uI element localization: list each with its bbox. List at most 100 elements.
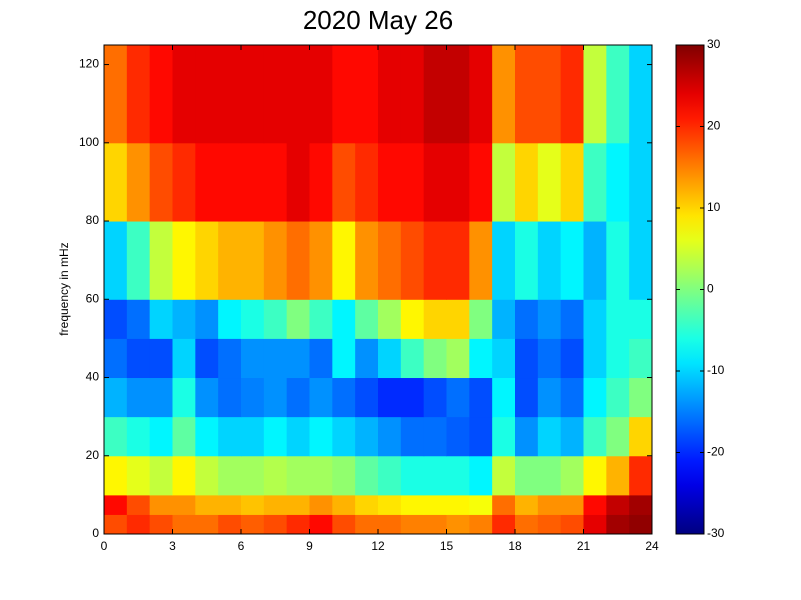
heatmap-cell bbox=[446, 338, 470, 379]
heatmap-cells bbox=[104, 45, 653, 535]
heatmap-cell bbox=[629, 338, 653, 379]
heatmap-cell bbox=[606, 416, 630, 457]
heatmap-cell bbox=[241, 514, 265, 535]
heatmap-cell bbox=[560, 299, 584, 339]
y-tick-label: 60 bbox=[86, 291, 100, 305]
heatmap-cell bbox=[104, 142, 128, 222]
heatmap-cell bbox=[378, 45, 402, 144]
heatmap-cell bbox=[378, 221, 402, 300]
heatmap-cell bbox=[583, 416, 607, 457]
heatmap-cell bbox=[515, 221, 539, 300]
heatmap-cell bbox=[355, 338, 379, 379]
heatmap-cell bbox=[149, 377, 173, 418]
heatmap-cell bbox=[446, 299, 470, 339]
y-axis-label: frequency in mHz bbox=[57, 242, 71, 335]
heatmap-cell bbox=[492, 377, 516, 418]
heatmap-cell bbox=[286, 221, 310, 300]
heatmap-cell bbox=[537, 299, 562, 339]
heatmap-cell bbox=[309, 45, 333, 144]
heatmap-cell bbox=[400, 221, 425, 300]
heatmap-cell bbox=[218, 299, 242, 339]
heatmap-cell bbox=[126, 299, 151, 339]
heatmap-cell bbox=[172, 494, 196, 515]
heatmap-cell bbox=[309, 416, 333, 457]
heatmap-cell bbox=[104, 377, 128, 418]
heatmap-cell bbox=[629, 416, 653, 457]
colorbar-tick-label: -20 bbox=[707, 445, 725, 459]
heatmap-cell bbox=[378, 142, 402, 222]
heatmap-cell bbox=[332, 377, 356, 418]
heatmap-cell bbox=[263, 338, 288, 379]
heatmap-cell bbox=[241, 377, 265, 418]
heatmap-cell bbox=[355, 455, 379, 496]
heatmap-cell bbox=[629, 494, 653, 515]
heatmap-cell bbox=[606, 514, 630, 535]
x-tick-label: 9 bbox=[306, 539, 313, 553]
heatmap-cell bbox=[492, 142, 516, 222]
chart-title: 2020 May 26 bbox=[303, 5, 453, 35]
heatmap-cell bbox=[560, 416, 584, 457]
heatmap-cell bbox=[104, 338, 128, 379]
heatmap-cell bbox=[629, 455, 653, 496]
colorbar-tick-label: 30 bbox=[707, 37, 721, 51]
heatmap-cell bbox=[126, 45, 151, 144]
heatmap-cell bbox=[423, 514, 447, 535]
heatmap-cell bbox=[241, 299, 265, 339]
x-tick-label: 12 bbox=[371, 539, 385, 553]
heatmap-cell bbox=[423, 221, 447, 300]
heatmap-cell bbox=[172, 142, 196, 222]
heatmap-cell bbox=[172, 416, 196, 457]
heatmap-cell bbox=[446, 221, 470, 300]
heatmap-cell bbox=[149, 221, 173, 300]
heatmap-cell bbox=[469, 494, 493, 515]
heatmap-cell bbox=[309, 142, 333, 222]
heatmap-cell bbox=[286, 455, 310, 496]
heatmap-cell bbox=[286, 494, 310, 515]
heatmap-cell bbox=[332, 416, 356, 457]
heatmap-cell bbox=[309, 221, 333, 300]
heatmap-cell bbox=[537, 338, 562, 379]
heatmap-cell bbox=[332, 45, 356, 144]
x-tick-label: 6 bbox=[238, 539, 245, 553]
heatmap-cell bbox=[218, 338, 242, 379]
heatmap-cell bbox=[446, 45, 470, 144]
heatmap-cell bbox=[606, 338, 630, 379]
heatmap-cell bbox=[309, 377, 333, 418]
y-tick-label: 40 bbox=[86, 370, 100, 384]
heatmap-cell bbox=[172, 221, 196, 300]
x-tick-label: 3 bbox=[169, 539, 176, 553]
heatmap-cell bbox=[606, 221, 630, 300]
heatmap-cell bbox=[446, 377, 470, 418]
heatmap-cell bbox=[263, 142, 288, 222]
heatmap-cell bbox=[560, 338, 584, 379]
heatmap-cell bbox=[515, 299, 539, 339]
heatmap-cell bbox=[515, 338, 539, 379]
heatmap-cell bbox=[218, 514, 242, 535]
heatmap-cell bbox=[126, 455, 151, 496]
x-tick-label: 15 bbox=[440, 539, 454, 553]
heatmap-cell bbox=[126, 142, 151, 222]
heatmap-cell bbox=[355, 514, 379, 535]
heatmap-cell bbox=[606, 455, 630, 496]
heatmap-cell bbox=[492, 299, 516, 339]
colorbar-tick-label: 0 bbox=[707, 282, 714, 296]
heatmap-cell bbox=[446, 142, 470, 222]
heatmap-cell bbox=[195, 514, 219, 535]
heatmap-cell bbox=[400, 514, 425, 535]
heatmap-cell bbox=[606, 45, 630, 144]
heatmap-cell bbox=[469, 416, 493, 457]
heatmap-cell bbox=[378, 494, 402, 515]
heatmap-cell bbox=[104, 221, 128, 300]
heatmap-cell bbox=[286, 45, 310, 144]
heatmap-cell bbox=[218, 45, 242, 144]
heatmap-cell bbox=[378, 455, 402, 496]
heatmap-cell bbox=[286, 338, 310, 379]
heatmap-cell bbox=[286, 514, 310, 535]
heatmap-cell bbox=[355, 494, 379, 515]
heatmap-cell bbox=[469, 377, 493, 418]
heatmap-cell bbox=[286, 377, 310, 418]
heatmap-cell bbox=[309, 338, 333, 379]
heatmap-cell bbox=[400, 494, 425, 515]
heatmap-cell bbox=[218, 142, 242, 222]
heatmap-cell bbox=[629, 377, 653, 418]
